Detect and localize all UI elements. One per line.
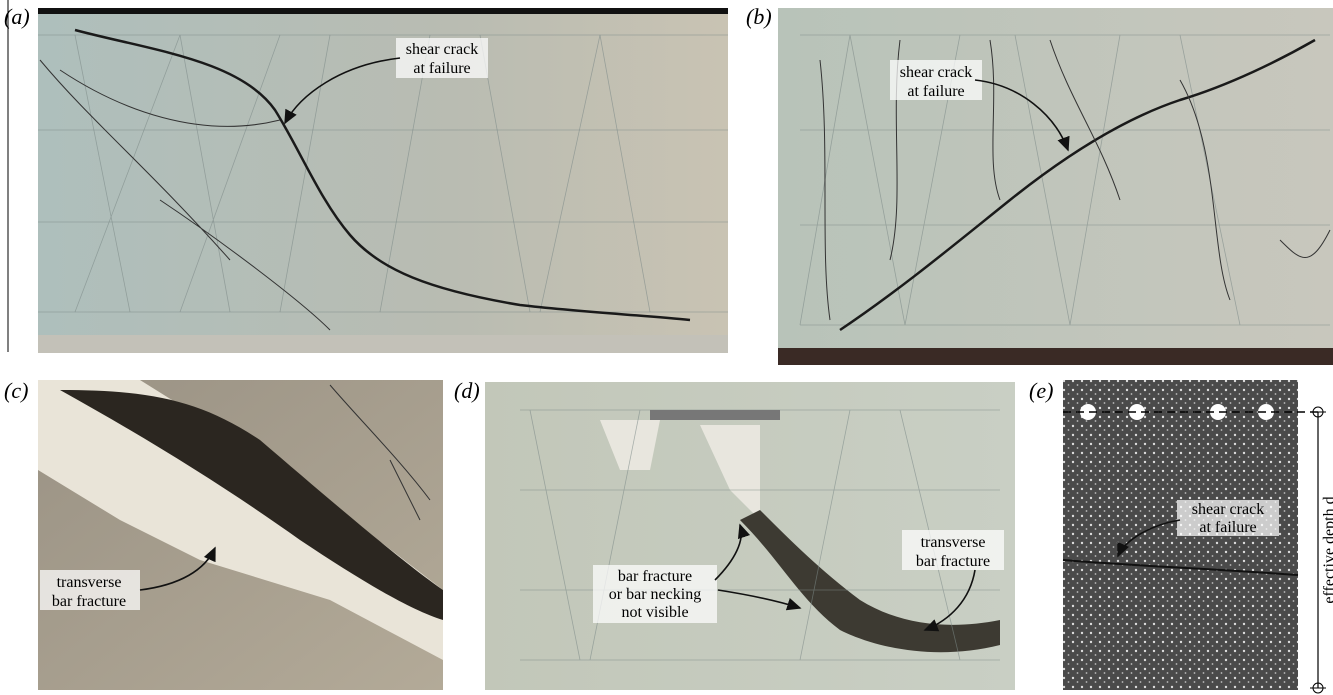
- annotation: at failure: [1199, 519, 1256, 536]
- annotation: shear crack: [900, 64, 972, 81]
- panel-c: (c) transverse bar fracture: [4, 378, 443, 690]
- panel-label: (d): [454, 378, 480, 403]
- annotation: shear crack: [406, 41, 478, 58]
- annotation: not visible: [621, 604, 688, 621]
- axis-label: effective depth d: [1321, 496, 1333, 603]
- annotation: transverse: [57, 574, 122, 591]
- panel-label: (c): [4, 378, 28, 403]
- annotation: bar fracture: [916, 553, 990, 570]
- panel-b: (b) shear crack at failure: [746, 4, 1333, 365]
- annotation: at failure: [413, 60, 470, 77]
- panel-label: (e): [1029, 378, 1053, 403]
- annotation: bar fracture: [52, 593, 126, 610]
- annotation: transverse: [921, 534, 986, 551]
- figure: (a) shear crack at failure (b) shear cra…: [0, 0, 1333, 695]
- annotation: shear crack: [1192, 501, 1264, 518]
- annotation: at failure: [907, 83, 964, 100]
- panel-e: (e) shear crack at failure effective dep…: [1029, 378, 1333, 693]
- panel-label: (a): [4, 4, 30, 29]
- annotation: or bar necking: [609, 586, 701, 603]
- panel-a: (a) shear crack at failure: [4, 4, 728, 353]
- panel-d: (d) bar fracture or bar necking not visi…: [454, 378, 1015, 690]
- annotation: bar fracture: [618, 568, 692, 585]
- panel-label: (b): [746, 4, 772, 29]
